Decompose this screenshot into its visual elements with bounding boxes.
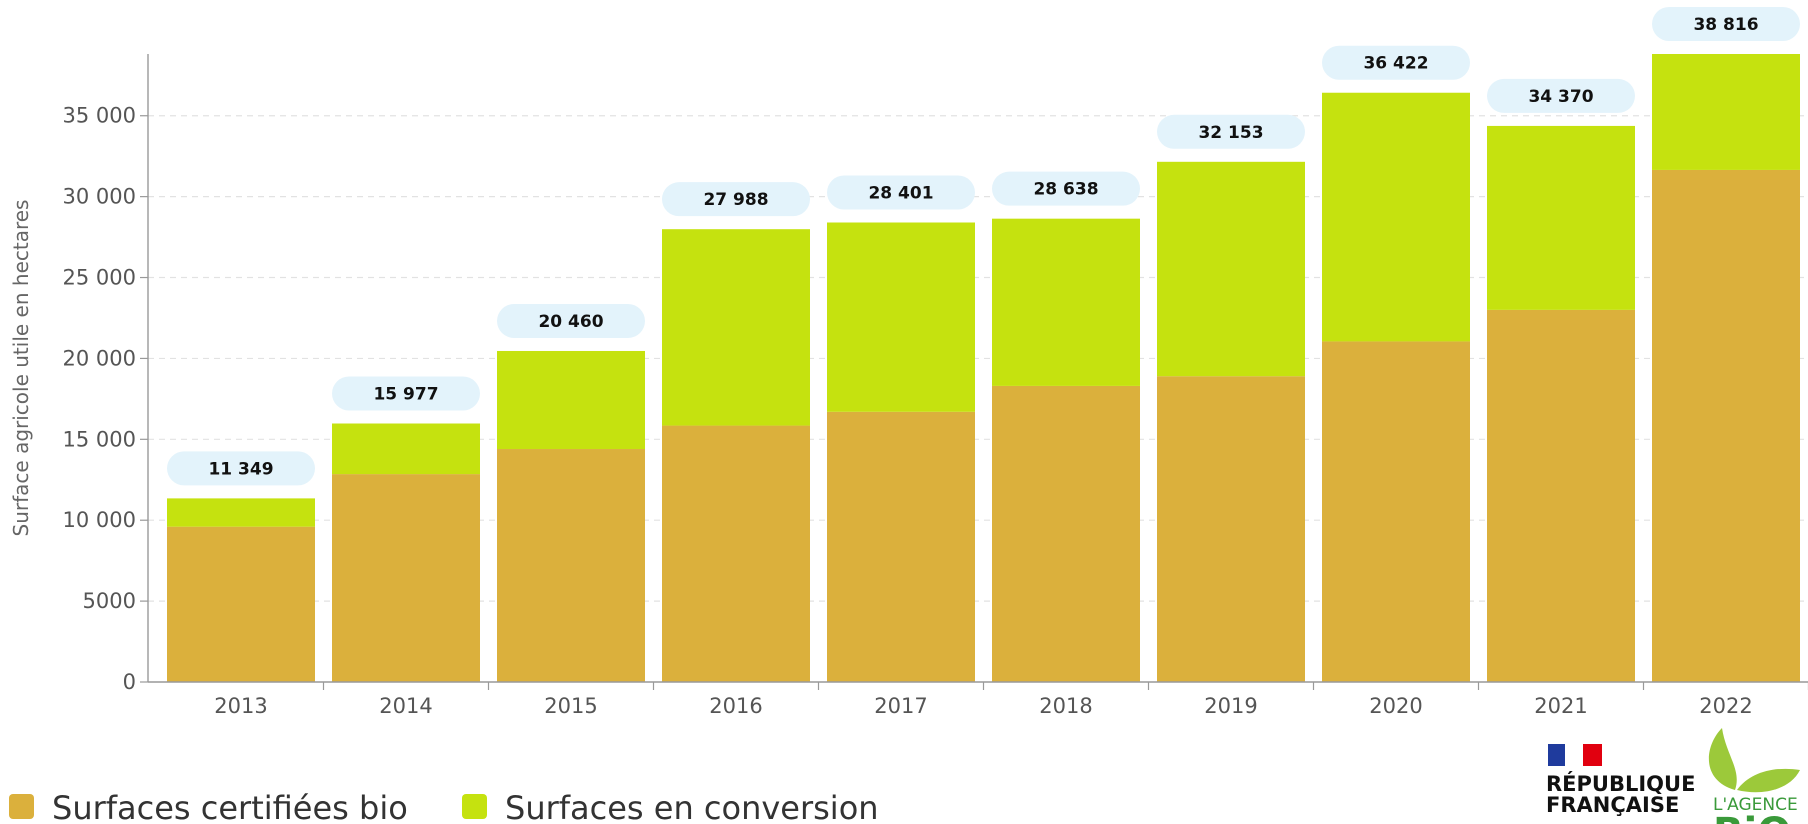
y-tick-label: 35 000 [63, 104, 136, 128]
legend-swatch-certified [9, 794, 34, 819]
total-label: 15 977 [373, 385, 438, 405]
x-tick-label: 2019 [1204, 694, 1257, 718]
y-tick-label: 30 000 [63, 185, 136, 209]
x-tick-label: 2015 [544, 694, 597, 718]
republique-francaise-logo: RÉPUBLIQUE FRANÇAISE [1546, 744, 1695, 817]
bar-conversion [167, 498, 315, 527]
bar-conversion [1652, 54, 1800, 170]
y-tick-label: 20 000 [63, 346, 136, 370]
x-tick-label: 2013 [214, 694, 267, 718]
y-tick-label: 10 000 [63, 508, 136, 532]
total-badge [1322, 45, 1470, 80]
x-tick-label: 2016 [709, 694, 762, 718]
leaf-icon [1708, 728, 1737, 790]
total-badge [827, 175, 975, 210]
legend-item-certified: Surfaces certifiées bio [9, 789, 408, 824]
bar-conversion [827, 222, 975, 412]
total-badge [1487, 78, 1635, 113]
agence-line: L'AGENCE [1713, 795, 1798, 815]
legend-label-conversion: Surfaces en conversion [505, 789, 879, 824]
bar-certified [497, 449, 645, 682]
bar-certified [1322, 341, 1470, 682]
x-tick-label: 2020 [1369, 694, 1422, 718]
republique-line-2: FRANÇAISE [1546, 793, 1679, 817]
y-tick-label: 15 000 [63, 427, 136, 451]
agence-bio-word: BiO [1713, 810, 1791, 824]
total-badge [332, 376, 480, 411]
bar-certified [1487, 309, 1635, 682]
bar-certified [1157, 376, 1305, 682]
total-labels: 11 349 15 977 20 460 27 988 28 401 28 638 32 1… [167, 7, 1800, 486]
total-badge [992, 171, 1140, 206]
legend-swatch-conversion [462, 794, 487, 819]
republique-line-1: RÉPUBLIQUE [1546, 771, 1695, 796]
x-tick-label: 2014 [379, 694, 432, 718]
bar-conversion [497, 350, 645, 450]
x-axis: 2013 2014 2015 2016 2017 2018 2019 2020 2021 2022 [148, 681, 1808, 718]
total-label: 28 638 [1033, 180, 1098, 200]
total-badge [167, 451, 315, 486]
x-tick-label: 2018 [1039, 694, 1092, 718]
total-badge [1157, 114, 1305, 149]
total-label: 27 988 [703, 190, 768, 210]
x-tick-label: 2022 [1699, 694, 1752, 718]
bar-certified [1652, 169, 1800, 682]
agence-bio-logo: L'AGENCE BiO [1708, 728, 1800, 824]
y-axis: 0 5000 10 000 15 000 20 000 25 000 30 000 35 00… [63, 54, 149, 694]
bar-conversion [662, 229, 810, 426]
bar-certified [662, 425, 810, 682]
total-label: 32 153 [1198, 123, 1263, 143]
total-label: 20 460 [538, 312, 603, 332]
legend-label-certified: Surfaces certifiées bio [52, 789, 408, 824]
total-label: 38 816 [1693, 15, 1758, 35]
flag-blue [1548, 744, 1565, 766]
bar-certified [827, 411, 975, 682]
total-badge [1652, 7, 1800, 41]
legend-item-conversion: Surfaces en conversion [462, 789, 879, 824]
bar-conversion [992, 218, 1140, 386]
bar-conversion [332, 423, 480, 475]
bars [167, 54, 1800, 682]
bar-conversion [1322, 92, 1470, 342]
total-label: 34 370 [1528, 87, 1593, 107]
y-tick-label: 0 [123, 670, 136, 694]
total-label: 36 422 [1363, 54, 1428, 74]
bar-conversion [1487, 125, 1635, 310]
total-label: 28 401 [868, 184, 933, 204]
total-badge [662, 182, 810, 217]
y-axis-title: Surface agricole utile en hectares [9, 200, 33, 537]
total-label: 11 349 [208, 459, 273, 479]
total-badge [497, 303, 645, 338]
bar-conversion [1157, 161, 1305, 377]
y-tick-label: 25 000 [63, 266, 136, 290]
bar-certified [992, 385, 1140, 682]
x-tick-label: 2017 [874, 694, 927, 718]
legend: Surfaces certifiées bio Surfaces en conv… [9, 789, 879, 824]
bar-certified [167, 526, 315, 682]
flag-white [1565, 744, 1583, 766]
x-tick-label: 2021 [1534, 694, 1587, 718]
flag-red [1583, 744, 1602, 766]
y-tick-label: 5000 [83, 589, 136, 613]
leaf-icon-2 [1737, 768, 1800, 793]
bar-certified [332, 474, 480, 682]
